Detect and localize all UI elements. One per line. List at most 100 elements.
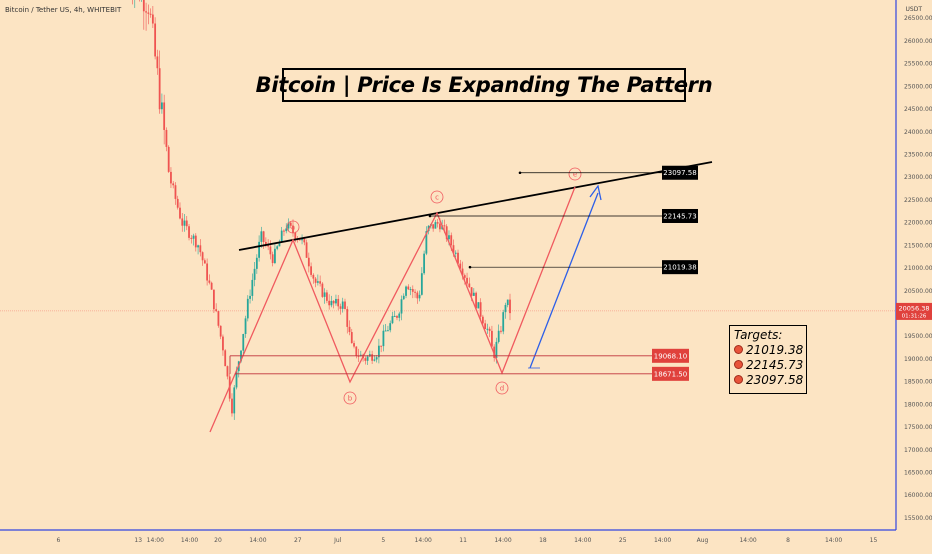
candle-body [434, 222, 437, 229]
candle-body [393, 315, 396, 317]
y-tick-label: 22000.00 [904, 220, 932, 227]
candle-body [235, 371, 238, 388]
y-tick-label: 21000.00 [904, 265, 932, 272]
y-tick-label: 17000.00 [904, 447, 932, 454]
candle-body [179, 207, 181, 219]
y-tick-label: 22500.00 [904, 197, 932, 204]
target-level-label: 23097.58 [663, 169, 696, 177]
projection-arrow [529, 192, 599, 369]
candle-body [502, 312, 505, 332]
candle-body [224, 350, 227, 367]
candle-body [199, 245, 202, 253]
candle-body [457, 252, 459, 264]
target-level-tag [662, 208, 698, 223]
target-level-dot [468, 265, 472, 269]
y-tick-label: 25500.00 [904, 61, 932, 68]
candle-body [400, 299, 403, 314]
x-tick-label: 14:00 [494, 537, 511, 544]
candle-body [307, 257, 310, 267]
candle-body [332, 300, 335, 304]
candle-body [396, 315, 398, 318]
candle-body [264, 241, 267, 245]
wave-label: b [348, 395, 353, 403]
candles-group [132, 0, 511, 420]
candle-body [283, 230, 285, 232]
candle-body [337, 298, 340, 307]
candle-body [504, 305, 507, 313]
candle-body [258, 241, 261, 258]
y-tick-label: 24500.00 [904, 106, 932, 113]
candle-body [344, 301, 346, 310]
candle-body [201, 252, 204, 261]
candle-body [208, 280, 211, 283]
candle-body [509, 299, 511, 314]
target-icon [734, 345, 743, 354]
candle-body [328, 300, 331, 306]
candle-body [206, 263, 209, 281]
target-icon [734, 375, 743, 384]
wave-label-circle [495, 381, 509, 395]
candle-body [289, 222, 292, 226]
candle-body [262, 231, 265, 242]
candle-body [249, 295, 251, 299]
candle-body [414, 291, 416, 293]
y-tick-label: 23500.00 [904, 151, 932, 158]
candle-body [170, 171, 172, 184]
y-tick-label: 18000.00 [904, 401, 932, 408]
candle-body [450, 235, 453, 246]
candle-body [188, 226, 190, 238]
x-tick-label: 14:00 [574, 537, 591, 544]
candle-body [183, 220, 186, 226]
y-tick-label: 17500.00 [904, 424, 932, 431]
y-tick-label: 26000.00 [904, 38, 932, 45]
x-tick-label: 14:00 [181, 537, 198, 544]
x-tick-label: 14:00 [249, 537, 266, 544]
support-level-tag [652, 366, 689, 381]
candle-body [292, 225, 294, 233]
y-tick-label: 16500.00 [904, 469, 932, 476]
countdown-label: 01:31:26 [902, 313, 927, 319]
candle-body [305, 242, 308, 258]
x-tick-label: 14:00 [739, 537, 756, 544]
candle-body [185, 220, 188, 227]
candle-body [506, 299, 509, 306]
candle-body [436, 222, 439, 224]
candle-body [375, 357, 378, 360]
candle-body [190, 237, 193, 239]
candle-body [335, 298, 337, 304]
candle-body [194, 235, 197, 248]
candle-body [172, 183, 175, 186]
candle-body [439, 223, 441, 230]
x-tick-label: 13 [134, 537, 142, 544]
candle-body [418, 294, 421, 299]
candle-body [246, 298, 249, 319]
candle-body [278, 241, 281, 247]
y-tick-label: 25000.00 [904, 83, 932, 90]
candle-body [271, 254, 274, 264]
candle-body [267, 244, 270, 247]
x-tick-label: 18 [539, 537, 547, 544]
candle-body [151, 14, 154, 24]
candle-body [215, 309, 218, 312]
candle-body [219, 325, 222, 337]
wave-label-circle [430, 190, 444, 204]
support-level-tag [652, 348, 689, 363]
chart-title: Bitcoin | Price Is Expanding The Pattern [256, 68, 713, 102]
candle-body [251, 279, 254, 296]
candle-body [192, 235, 195, 239]
x-tick-label: 14:00 [654, 537, 671, 544]
target-level-label: 22145.73 [663, 212, 696, 220]
wave-label: e [573, 171, 577, 179]
targets-heading: Targets: [734, 328, 783, 342]
target-level-label: 21019.38 [663, 264, 696, 272]
candle-body [445, 226, 448, 240]
wave-label-circle [343, 391, 357, 405]
candle-body [432, 224, 435, 229]
x-tick-label: Jul [333, 537, 342, 544]
target-level-tag [662, 260, 698, 275]
projection-arrowhead [589, 184, 602, 201]
candle-body [488, 328, 491, 331]
target-row: 22145.73 [734, 357, 806, 372]
target-row: 21019.38 [734, 342, 806, 357]
